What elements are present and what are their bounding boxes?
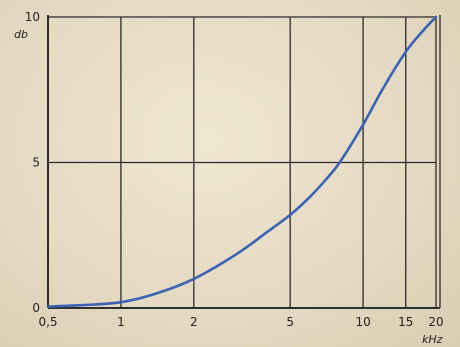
grid — [47, 16, 437, 309]
x-axis-label: kHz — [422, 333, 443, 346]
y-tick-label: 10 — [25, 10, 40, 24]
y-tick-label: 0 — [32, 301, 40, 315]
x-tick-label: 20 — [428, 315, 443, 329]
y-tick-label: 5 — [32, 156, 40, 170]
y-axis-label: db — [14, 28, 28, 41]
response-curve — [46, 15, 438, 308]
axes — [47, 15, 441, 309]
x-tick-label: 15 — [398, 315, 413, 329]
x-tick-label: 0,5 — [38, 315, 57, 329]
series — [46, 15, 438, 308]
tick-labels: 0,5 1 2 5 10 15 20 0 5 10 — [25, 10, 444, 329]
x-tick-label: 2 — [190, 315, 198, 329]
x-tick-label: 1 — [117, 315, 125, 329]
x-tick-label: 10 — [355, 315, 370, 329]
x-tick-label: 5 — [286, 315, 294, 329]
